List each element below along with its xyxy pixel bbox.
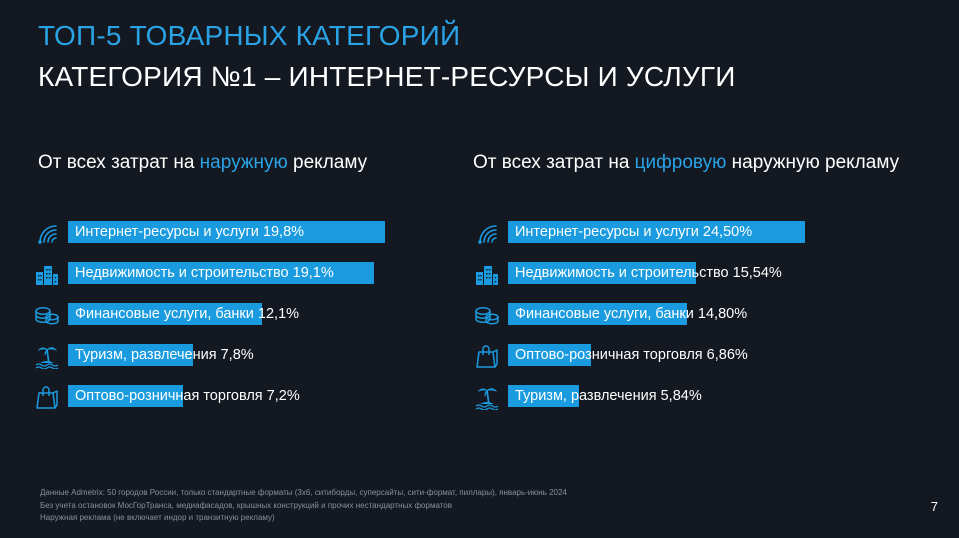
bar <box>68 385 183 407</box>
bar-label: Финансовые услуги, банки 14,80% <box>515 306 748 322</box>
slide-title: ТОП-5 ТОВАРНЫХ КАТЕГОРИЙ <box>38 20 461 51</box>
footnote-3: Наружная реклама (не включает индор и тр… <box>40 513 275 522</box>
bar-label: Финансовые услуги, банки 12,1% <box>75 306 300 322</box>
bar-label: Недвижимость и строительство 15,54% <box>515 265 782 281</box>
bar-label: Недвижимость и строительство 19,1% <box>75 265 334 281</box>
wifi-icon <box>474 220 500 246</box>
bar <box>508 221 805 243</box>
bar <box>508 303 687 325</box>
page-number: 7 <box>930 499 938 514</box>
bar <box>508 344 591 366</box>
footnote-2: Без учета остановок МосГорТранса, медиаф… <box>40 500 452 510</box>
wifi-icon <box>34 220 60 246</box>
bar <box>68 303 262 325</box>
shopping-bag-icon <box>34 384 60 410</box>
bar-label: Туризм, развлечения 5,84% <box>515 388 702 404</box>
beach-palm-icon <box>34 343 60 369</box>
bar <box>508 385 579 407</box>
right-chart-title-part-1: От всех затрат на <box>473 152 635 173</box>
bar-label: Оптово-розничная торговля 7,2% <box>75 388 300 404</box>
bar <box>68 221 385 243</box>
bar-label: Интернет-ресурсы и услуги 24,50% <box>515 224 753 240</box>
bar-label: Интернет-ресурсы и услуги 19,8% <box>75 224 305 240</box>
coins-icon <box>474 302 500 328</box>
left-chart-title-highlight: наружную <box>199 152 288 173</box>
right-chart-title: От всех затрат на цифровую наружную рекл… <box>473 152 899 174</box>
coins-icon <box>34 302 60 328</box>
right-chart-title-highlight: цифровую <box>634 152 727 173</box>
footnotes: Данные Admetrix: 50 городов России, толь… <box>40 487 567 525</box>
bar <box>508 262 696 284</box>
right-chart-title-part-3: наружную рекламу <box>726 152 900 173</box>
bar <box>68 262 374 284</box>
bar-label: Туризм, развлечения 7,8% <box>75 347 254 363</box>
slide-subtitle: КАТЕГОРИЯ №1 – ИНТЕРНЕТ-РЕСУРСЫ И УСЛУГИ <box>38 61 736 92</box>
buildings-icon <box>34 261 60 287</box>
left-chart-title-part-3: рекламу <box>287 152 368 173</box>
bar <box>68 344 193 366</box>
shopping-bag-icon <box>474 343 500 369</box>
beach-palm-icon <box>474 384 500 410</box>
footnote-1: Данные Admetrix: 50 городов России, толь… <box>40 488 567 497</box>
bar-label: Оптово-розничная торговля 6,86% <box>515 347 748 363</box>
buildings-icon <box>474 261 500 287</box>
left-chart-title-part-1: От всех затрат на <box>38 152 200 173</box>
left-chart-title: От всех затрат на наружную рекламу <box>38 152 367 174</box>
